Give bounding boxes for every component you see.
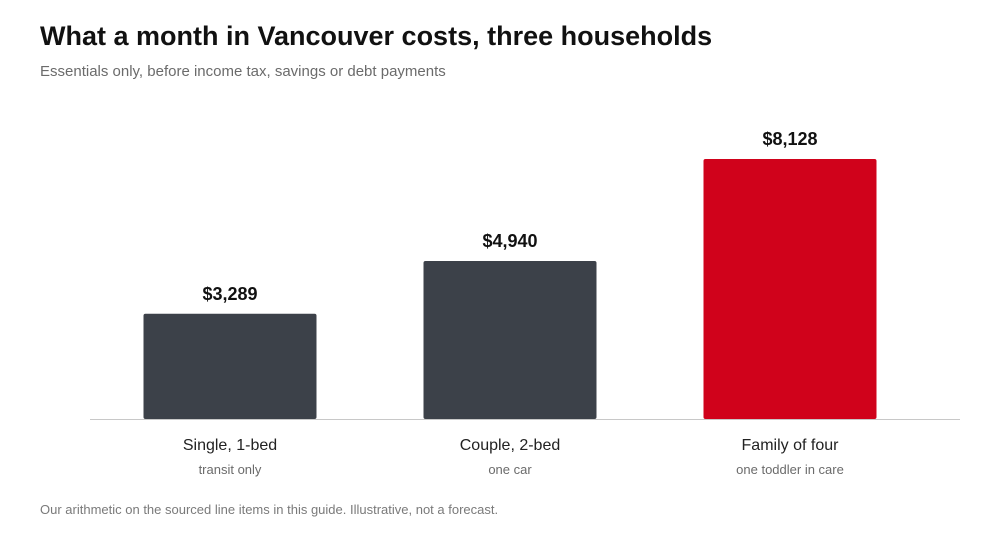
category-label: Family of four	[742, 437, 840, 454]
chart-footnote: Our arithmetic on the sourced line items…	[40, 502, 499, 517]
bar-value-label: $4,940	[482, 231, 537, 251]
chart-subtitle: Essentials only, before income tax, savi…	[40, 63, 446, 80]
category-sublabel: one car	[488, 462, 532, 477]
category-label: Single, 1-bed	[183, 437, 277, 454]
category-label: Couple, 2-bed	[460, 437, 561, 454]
chart-title: What a month in Vancouver costs, three h…	[40, 21, 713, 51]
category-sublabel: transit only	[199, 462, 262, 477]
bar	[423, 260, 597, 419]
bar-value-label: $3,289	[202, 284, 257, 304]
category-sublabel: one toddler in care	[736, 462, 844, 477]
bar	[143, 313, 317, 419]
bar-value-label: $8,128	[762, 129, 817, 149]
bar	[703, 159, 877, 419]
